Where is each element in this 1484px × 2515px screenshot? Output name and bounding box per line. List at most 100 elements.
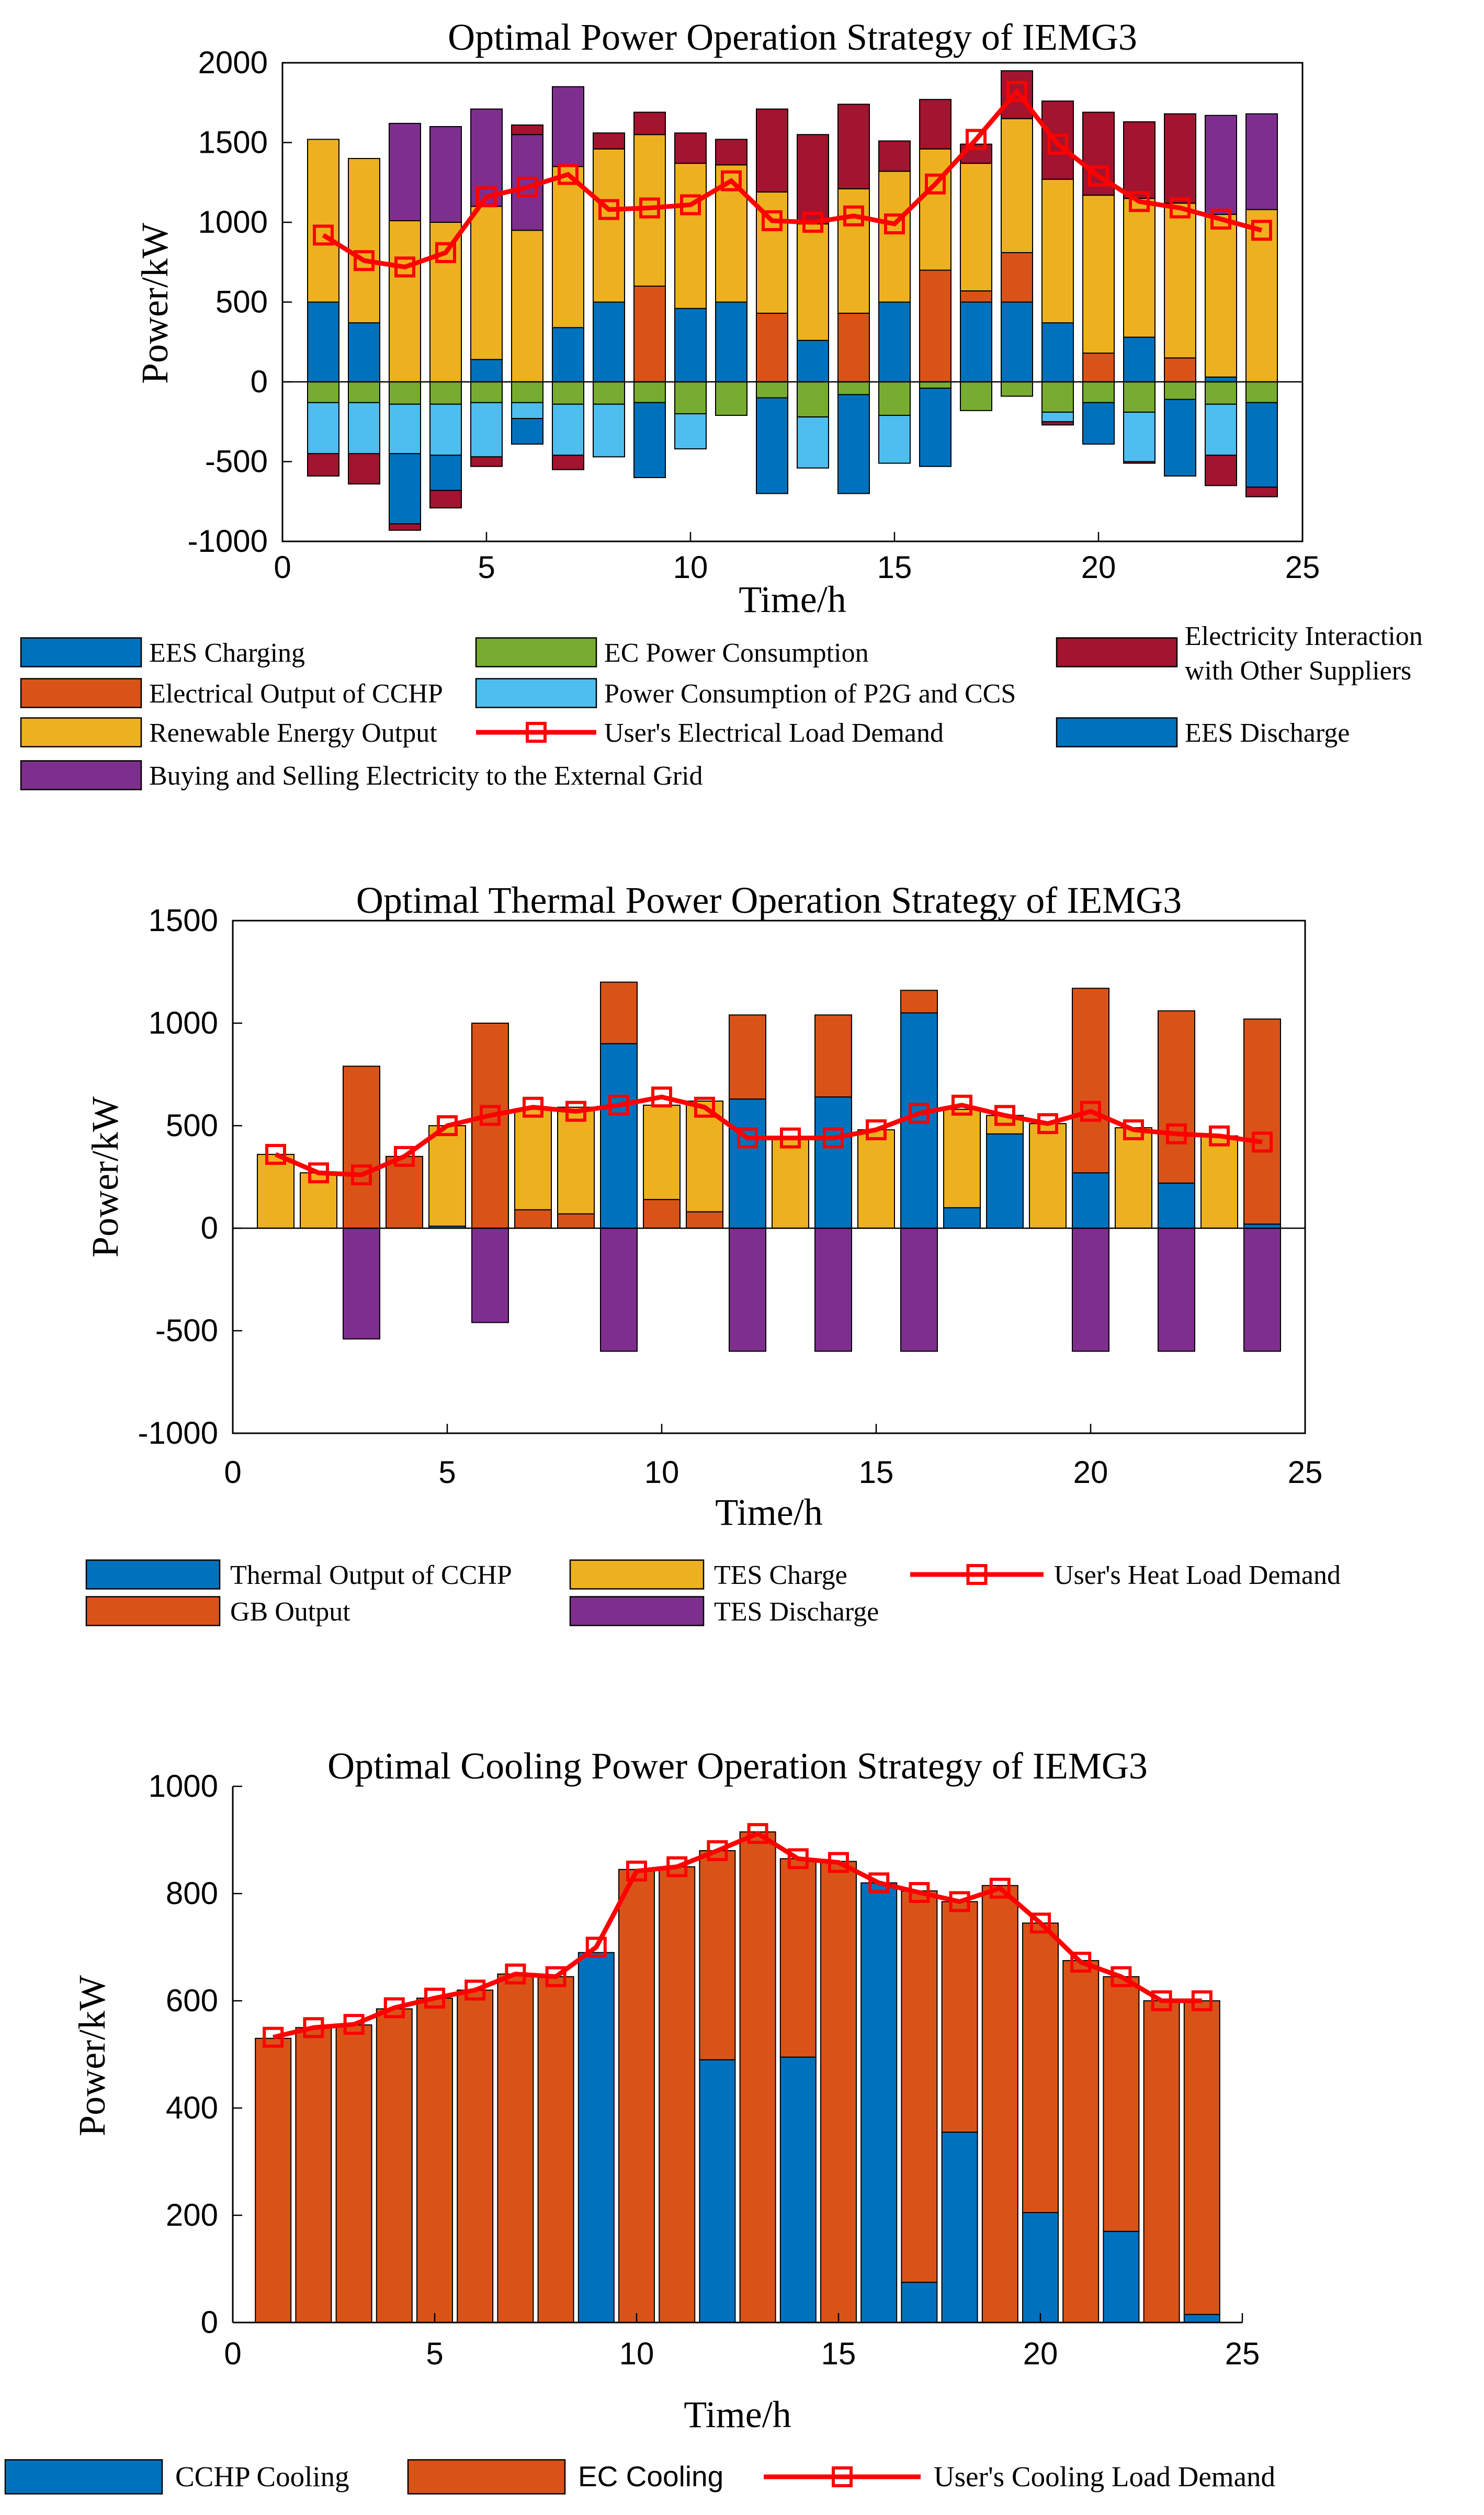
bar-blue-t1: [307, 301, 339, 382]
demand-marker-t16: [909, 1103, 930, 1124]
bar-orange-t3: [335, 2024, 372, 2323]
bar-neg-darkred-t7: [552, 455, 584, 470]
bar-orange-t17: [960, 290, 992, 303]
bar-neg-cyan-t13: [797, 416, 829, 469]
y-tick-label: -500: [205, 444, 268, 479]
legend-swatch-3: [85, 1596, 221, 1626]
bar-darkred-t14: [837, 104, 870, 189]
bar-yellow-t13: [772, 1137, 809, 1229]
bar-neg-cyan-t8: [593, 403, 625, 458]
y-axis-label: Power/kW: [134, 223, 176, 384]
bar-neg-green-t24: [1245, 381, 1278, 403]
demand-marker-t9: [585, 1936, 607, 1958]
demand-marker-t13: [780, 1127, 801, 1149]
x-tick-label: 20: [1073, 1455, 1108, 1490]
legend-label-5: Renewable Energy Output: [149, 718, 437, 748]
demand-marker-t1: [263, 2026, 284, 2048]
bar-neg-cyan-t21: [1123, 411, 1156, 462]
bar-yellow-t21: [1115, 1127, 1152, 1229]
bar-orange-t8: [537, 1976, 574, 2323]
bar-neg-blue-t12: [756, 397, 788, 494]
bar-yellow-t3: [389, 220, 421, 382]
chart-1: Optimal Power Operation Strategy of IEMG…: [20, 16, 1423, 791]
bar-yellow-t16: [919, 148, 951, 271]
bar-neg-cyan-t6: [511, 402, 543, 420]
bar-orange-t22: [1103, 1976, 1140, 2232]
demand-marker-t23: [1151, 1990, 1172, 2011]
demand-marker-t19: [1047, 133, 1068, 155]
bar-orange-t10: [618, 1868, 655, 2323]
y-tick-label: 200: [166, 2197, 218, 2233]
demand-marker-t3: [351, 1164, 372, 1186]
bar-neg-purple-t9: [600, 1228, 638, 1352]
bar-neg-green-t13: [797, 381, 829, 418]
bar-darkred-t8: [593, 132, 625, 150]
y-tick-label: 800: [166, 1876, 218, 1911]
legend-swatch-3: [20, 678, 142, 708]
legend-label-4: Power Consumption of P2G and CCS: [604, 679, 1016, 709]
legend-marker-2: [832, 2466, 853, 2487]
demand-marker-t6: [517, 176, 538, 198]
x-tick-label: 0: [224, 1455, 241, 1490]
bar-yellow-t8: [593, 148, 625, 303]
x-tick-label: 25: [1225, 2336, 1260, 2371]
bar-blue-t14: [814, 1096, 852, 1229]
bar-neg-purple-t12: [729, 1228, 766, 1352]
bar-neg-cyan-t1: [307, 402, 339, 455]
bar-neg-darkred-t1: [307, 453, 339, 477]
demand-marker-t17: [951, 1094, 972, 1116]
demand-marker-t11: [666, 1856, 688, 1877]
demand-marker-t11: [694, 1096, 715, 1118]
demand-marker-t14: [787, 1848, 809, 1870]
bar-darkred-t12: [756, 108, 788, 193]
demand-marker-t3: [394, 256, 415, 278]
bar-neg-cyan-t5: [470, 402, 503, 458]
legend-marker-2: [966, 1564, 988, 1585]
chart-title: Optimal Cooling Power Operation Strategy…: [327, 1745, 1148, 1787]
demand-marker-t8: [545, 1966, 567, 1987]
bar-darkred-t11: [715, 139, 747, 166]
demand-marker-t21: [1129, 191, 1150, 212]
y-tick-label: 1000: [149, 1769, 218, 1804]
bar-neg-green-t6: [511, 381, 543, 403]
bar-blue-t24: [1183, 2314, 1220, 2323]
bar-neg-green-t23: [1205, 381, 1237, 405]
bar-neg-blue-t6: [511, 418, 543, 445]
bar-darkred-t21: [1123, 121, 1156, 199]
bar-orange-t16: [900, 990, 938, 1014]
bar-neg-cyan-t4: [429, 403, 462, 456]
bar-neg-green-t2: [348, 381, 380, 403]
bar-orange-t14: [837, 312, 870, 382]
y-tick-label: 0: [201, 2305, 218, 2340]
bar-neg-green-t8: [593, 381, 625, 405]
x-axis-label: Time/h: [739, 579, 846, 620]
bar-yellow-t13: [797, 223, 829, 341]
x-tick-label: 10: [673, 550, 708, 585]
demand-marker-t24: [1191, 1990, 1213, 2011]
demand-marker-t2: [354, 250, 375, 271]
bar-neg-blue-t22: [1164, 399, 1196, 477]
bar-darkred-t13: [797, 134, 829, 225]
y-tick-label: 500: [216, 285, 268, 320]
bar-orange-t4: [386, 1155, 423, 1229]
bar-orange-t18: [1001, 252, 1033, 303]
bar-neg-green-t21: [1123, 381, 1156, 413]
bar-yellow-t17: [960, 163, 992, 292]
bar-neg-purple-t16: [900, 1228, 938, 1352]
legend-swatch-5: [20, 717, 142, 747]
bar-neg-cyan-t3: [389, 403, 421, 455]
y-tick-label: -1000: [138, 1415, 218, 1451]
legend-label-8: Buying and Selling Electricity to the Ex…: [149, 761, 703, 791]
bar-orange-t3: [343, 1066, 380, 1229]
legend-label-1: EC Power Consumption: [604, 638, 869, 668]
bar-orange-t10: [643, 1199, 681, 1229]
legend-swatch-1: [407, 2459, 566, 2495]
demand-marker-t8: [565, 1101, 586, 1122]
bar-yellow-t1: [257, 1153, 294, 1229]
bar-blue-t14: [779, 2056, 817, 2323]
demand-marker-t21: [1123, 1119, 1144, 1140]
demand-marker-t10: [680, 194, 701, 216]
bar-yellow-t23: [1205, 213, 1237, 378]
x-tick-label: 20: [1081, 550, 1116, 585]
demand-marker-t5: [437, 1115, 458, 1136]
